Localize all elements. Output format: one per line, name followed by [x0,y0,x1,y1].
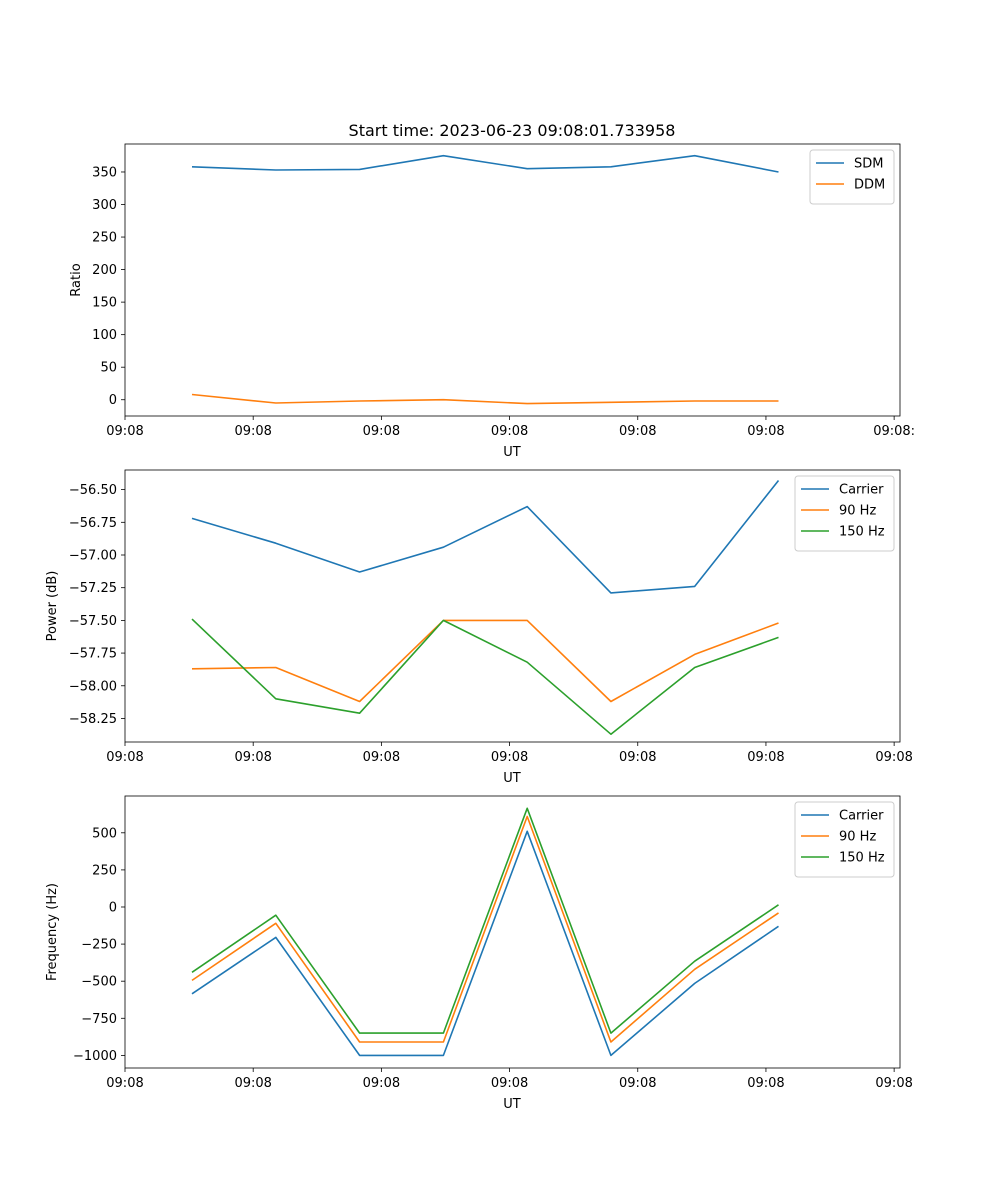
y-tick-label: −58.25 [69,712,117,727]
legend-entry: 150 Hz [839,525,885,540]
x-tick-label: 09:08 [875,1076,912,1091]
y-axis-label: Frequency (Hz) [45,883,60,981]
y-tick-label: −56.50 [69,483,117,498]
legend-box [794,475,895,552]
subplot-3: 09:08 09:08 09:08 09:08 09:08 09:08 09:08 −1000… [45,795,913,1112]
legend-entry: 90 Hz [839,504,876,519]
series-line-carrier [191,830,779,1057]
y-tick-label: 0 [109,393,117,408]
y-tick-label: 250 [92,863,117,878]
series-line-carrier [191,480,780,594]
x-tick-label: 09:08 [106,1076,143,1091]
x-tick-label: 09:08 [234,1076,271,1091]
y-axis-label: Ratio [69,263,84,296]
legend: Carrier 90 Hz 150 Hz [794,475,895,552]
x-tick-label: 09:08 [619,750,656,765]
y-tick-label: −1000 [73,1049,117,1064]
y-tick-label: 0 [109,900,117,915]
x-tick-label: 09:08 [106,424,143,439]
x-axis-label: UT [503,1097,521,1112]
x-tick-label: 09:08 [875,750,912,765]
y-tick-label: 350 [92,165,117,180]
subplot-2: 09:08 09:08 09:08 09:08 09:08 09:08 09:08 −58.2… [45,469,913,786]
legend-entry: SDM [854,157,883,172]
legend: SDM DDM [809,149,895,205]
y-tick-label: −56.75 [69,516,117,531]
y-tick-label: −750 [81,1012,117,1027]
axes-frame [124,143,901,417]
x-tick-label: 09:08 [106,750,143,765]
x-tick-label: 09:08 [747,750,784,765]
series-line-ddm [191,393,779,405]
y-tick-label: 50 [100,361,117,376]
x-tick-label: 09:08 [234,424,271,439]
x-tick-label: 09:08 [747,424,784,439]
y-tick-label: −57.50 [69,614,117,629]
x-tick-label: 09:08 [363,750,400,765]
series-line-150-hz [191,807,779,1034]
x-tick-label: 09:08 [491,424,528,439]
x-tick-label: 09:08 [491,750,528,765]
y-tick-label: 250 [92,231,117,246]
legend-entry: DDM [854,178,885,193]
legend-entry: 90 Hz [839,830,876,845]
y-tick-label: −57.25 [69,581,117,596]
x-tick-label: 09:08 [491,1076,528,1091]
legend-box [794,801,895,878]
x-tick-label: 09:08 [363,424,400,439]
x-tick-label: 09:08 [234,750,271,765]
x-tick-label: 09:08 [619,1076,656,1091]
x-tick-label: 09:08: [873,424,915,439]
series-line-90-hz [191,815,779,1043]
y-tick-label: 500 [92,826,117,841]
y-tick-label: −250 [81,938,117,953]
series-line-90-hz [191,619,779,703]
x-axis-label: UT [503,771,521,786]
x-tick-label: 09:08 [747,1076,784,1091]
y-tick-label: −57.00 [69,549,117,564]
subplot-1: 09:08 09:08 09:08 09:08 09:08 09:08 09:08: 0 50 1… [69,143,915,460]
y-tick-label: 100 [92,328,117,343]
chart-title: Start time: 2023-06-23 09:08:01.733958 [349,121,676,140]
axes-frame [124,795,901,1069]
y-tick-label: 200 [92,263,117,278]
y-axis-label: Power (dB) [45,571,60,642]
legend-entry: Carrier [839,483,884,498]
series-line-sdm [191,154,779,173]
x-axis-label: UT [503,445,521,460]
x-tick-label: 09:08 [619,424,656,439]
y-tick-label: 150 [92,296,117,311]
x-tick-label: 09:08 [363,1076,400,1091]
legend-entry: Carrier [839,809,884,824]
legend-entry: 150 Hz [839,851,885,866]
legend: Carrier 90 Hz 150 Hz [794,801,895,878]
axes-frame [124,469,901,743]
y-tick-label: 300 [92,198,117,213]
y-tick-label: −500 [81,975,117,990]
y-tick-label: −58.00 [69,679,117,694]
series-line-150-hz [191,618,779,736]
y-tick-label: −57.75 [69,647,117,662]
